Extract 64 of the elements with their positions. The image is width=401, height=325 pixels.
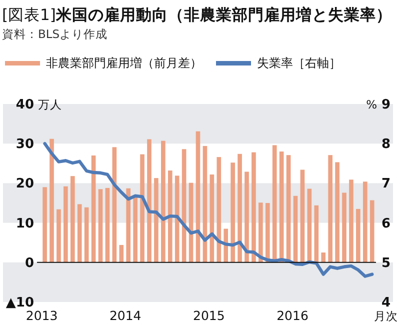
bar [84,207,89,262]
bar [105,188,110,262]
y-tick-label: 20 [16,176,34,192]
bar [307,188,312,262]
bar [64,186,68,262]
bar [258,202,263,262]
bar [140,154,144,262]
bar [265,203,270,262]
bar [91,155,96,262]
bar [328,155,332,262]
y2-tick-label: 8 [381,137,391,152]
chart-title: [図表1]米国の雇用動向（非農業部門雇用増と失業率） [2,5,392,24]
y2-tick-label: 7 [381,176,391,192]
y-tick-label: ▲10 [6,296,34,310]
bar [362,182,368,262]
bar [77,204,82,262]
bar [126,188,131,262]
bar [370,200,374,262]
y-axis-title: 万人 [38,98,62,112]
y-tick-label: 10 [16,216,34,232]
bar [133,197,138,262]
legend-label: 失業率［右軸］ [257,56,341,70]
bar [56,209,61,262]
bar [98,189,103,262]
x-tick-label: 2015 [193,308,225,323]
bar [244,172,249,262]
y2-axis-title: % [366,98,378,112]
bar [356,208,360,262]
bar [286,155,291,262]
y2-tick-label: 5 [381,256,391,271]
bar [161,140,166,262]
bar [230,162,235,262]
bar [168,170,172,262]
bar [216,157,222,262]
bar [342,192,346,262]
bar [42,187,47,262]
y2-tick-label: 4 [381,296,391,310]
legend-label: 非農業部門雇用増（前月差） [46,56,202,70]
y-tick-label: 0 [24,256,34,271]
bar [349,180,354,262]
x-tick-label: 2016 [276,308,308,323]
y2-tick-label: 6 [381,216,391,232]
bar [50,138,54,262]
text: 資料：BLSより作成 [2,27,108,41]
x-axis-title: 月次 [374,309,398,323]
bar [335,162,340,262]
bar [321,252,326,262]
x-tick-label: 2013 [26,308,58,323]
bar [314,205,319,262]
bar [70,176,75,262]
bar [174,176,180,262]
y2-tick-label: 9 [381,98,391,112]
y-tick-label: 30 [16,137,34,152]
bar [293,196,298,262]
bar [147,139,152,262]
x-tick-label: 2014 [109,308,142,323]
bar [252,152,256,262]
bar [119,244,124,262]
bar [154,178,158,262]
line-series [43,142,374,278]
bar [238,154,242,262]
bar [279,152,284,262]
y-tick-label: 40 [16,98,34,112]
bar [300,170,305,262]
